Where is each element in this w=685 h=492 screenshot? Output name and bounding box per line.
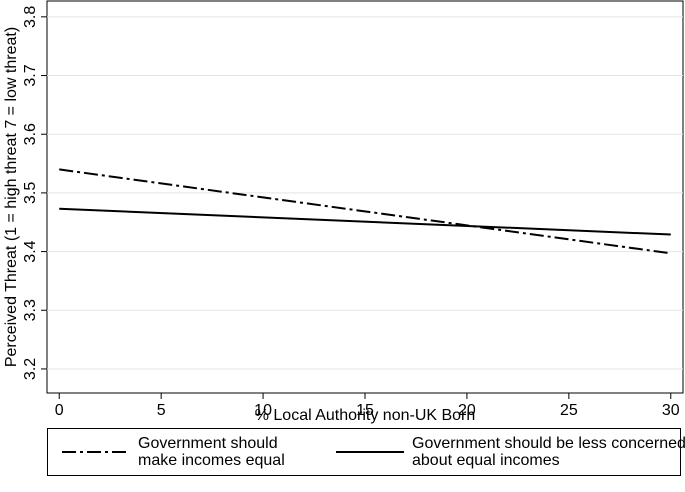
- y-tick-label: 3.5: [22, 182, 39, 204]
- legend-label: Government should be less concerned abou…: [412, 435, 685, 469]
- legend-key: [336, 451, 404, 453]
- legend-key: [62, 451, 130, 453]
- y-tick-label: 3.2: [22, 358, 39, 380]
- x-axis-title: % Local Authority non-UK Born: [255, 407, 476, 424]
- legend: Government should make incomes equal Gove…: [47, 428, 685, 476]
- y-tick-label: 3.4: [22, 240, 39, 262]
- y-tick-label: 3.6: [22, 123, 39, 145]
- x-tick-label: 15: [356, 402, 374, 419]
- x-tick-label: 5: [157, 402, 166, 419]
- x-tick-label: 30: [662, 402, 680, 419]
- line: [59, 207, 671, 236]
- x-tick-label: 25: [560, 402, 578, 419]
- x-tick-label: 10: [254, 402, 272, 419]
- line: [59, 168, 671, 255]
- y-tick-label: 3.8: [22, 6, 39, 28]
- y-axis-title: Perceived Threat (1 = high threat 7 = lo…: [3, 27, 20, 367]
- x-tick-label: 20: [458, 402, 476, 419]
- plot-frame: [46, 0, 684, 394]
- x-tick-label: 0: [55, 402, 64, 419]
- legend-label: Government should make incomes equal: [138, 435, 285, 469]
- y-tick-label: 3.7: [22, 64, 39, 86]
- legend-item: Government should make incomes equal: [48, 435, 308, 469]
- legend-item: Government should be less concerned abou…: [322, 435, 685, 469]
- y-tick-label: 3.3: [22, 299, 39, 321]
